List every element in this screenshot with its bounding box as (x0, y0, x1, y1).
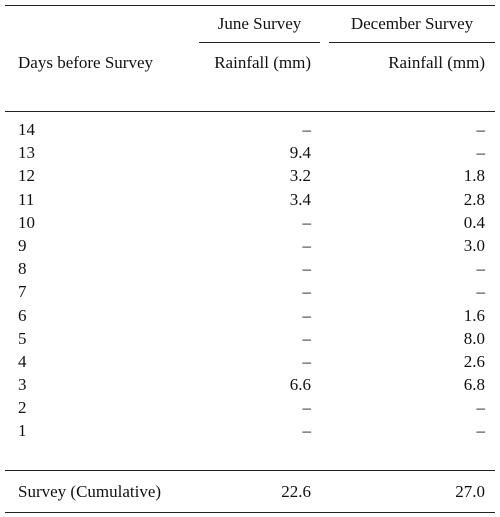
cell-day: 9 (18, 235, 27, 255)
cell-june-rainfall: – (302, 305, 312, 325)
table-row: 6 – 1.6 (5, 305, 495, 328)
cell-december-rainfall: – (476, 143, 486, 163)
column-header-december-rainfall: Rainfall (mm) (388, 53, 485, 72)
cell-june-rainfall: – (302, 259, 312, 279)
cell-day: 7 (18, 282, 27, 302)
cell-day: 14 (18, 120, 35, 139)
table-row: 9 – 3.0 (5, 235, 495, 258)
cell-day: 10 (18, 212, 35, 232)
top-rule (5, 5, 495, 6)
cell-june-rainfall: 9.4 (289, 143, 311, 163)
table-row: 2 – – (5, 397, 495, 420)
table-row: 5 – 8.0 (5, 328, 495, 351)
cell-december-rainfall: 8.0 (463, 328, 485, 348)
cell-day: 8 (18, 259, 27, 279)
cell-june-rainfall: – (302, 212, 312, 232)
cell-december-rainfall: – (476, 398, 486, 418)
footer-rule (5, 470, 495, 471)
cell-december-rainfall: – (476, 259, 486, 279)
footer-december-total: 27.0 (455, 482, 485, 501)
cell-day: 2 (18, 398, 27, 418)
table-row: 11 3.4 2.8 (5, 189, 495, 212)
table-row: 4 – 2.6 (5, 351, 495, 374)
cell-june-rainfall: – (302, 328, 312, 348)
cell-december-rainfall: – (476, 282, 486, 302)
cell-day: 1 (18, 421, 27, 441)
cell-june-rainfall: – (302, 351, 312, 371)
group-header-june: June Survey (217, 14, 302, 33)
cell-december-rainfall: – (476, 120, 486, 139)
cell-december-rainfall: – (476, 421, 486, 441)
cell-june-rainfall: – (302, 282, 312, 302)
cell-december-rainfall: 6.8 (463, 375, 485, 395)
cell-june-rainfall: – (302, 235, 312, 255)
footer-june-total: 22.6 (281, 482, 311, 501)
cell-june-rainfall: – (302, 421, 312, 441)
cell-june-rainfall: – (302, 398, 312, 418)
cell-june-rainfall: 6.6 (289, 375, 311, 395)
cell-december-rainfall: 2.8 (463, 189, 485, 209)
footer-label: Survey (Cumulative) (18, 482, 162, 501)
header-rule (5, 111, 495, 112)
cell-december-rainfall: 3.0 (463, 235, 485, 255)
cell-june-rainfall: – (302, 120, 312, 139)
cell-day: 6 (18, 305, 27, 325)
table-row: 12 3.2 1.8 (5, 165, 495, 188)
cell-day: 3 (18, 375, 27, 395)
table-row: 13 9.4 – (5, 142, 495, 165)
cell-day: 11 (18, 189, 35, 209)
cell-december-rainfall: 1.8 (463, 166, 485, 186)
table-row: 10 – 0.4 (5, 212, 495, 235)
cell-december-rainfall: 1.6 (463, 305, 485, 325)
cell-day: 5 (18, 328, 27, 348)
group-header-december: December Survey (350, 14, 474, 33)
cell-day: 12 (18, 166, 35, 186)
column-header-june-rainfall: Rainfall (mm) (214, 53, 311, 72)
june-group-rule (199, 42, 320, 43)
cell-june-rainfall: 3.4 (289, 189, 311, 209)
column-header-days: Days before Survey (18, 53, 154, 72)
cell-december-rainfall: 0.4 (463, 212, 485, 232)
table-row: 1 – – (5, 420, 495, 443)
table-body: 14– –13 9.4–12 3.2 1.8 11 3.4 2.8 10–0.4 9–3.0 8– –… (5, 119, 495, 444)
bottom-rule (5, 512, 495, 513)
cell-day: 4 (18, 351, 27, 371)
december-group-rule (329, 42, 495, 43)
cell-december-rainfall: 2.6 (463, 351, 485, 371)
table-row: 3 6.6 6.8 (5, 374, 495, 397)
table-row: 14 – – (5, 119, 495, 142)
table-row: 8 – – (5, 258, 495, 281)
table-row: 7 – – (5, 281, 495, 304)
cell-june-rainfall: 3.2 (289, 166, 311, 186)
cell-day: 13 (18, 143, 35, 163)
